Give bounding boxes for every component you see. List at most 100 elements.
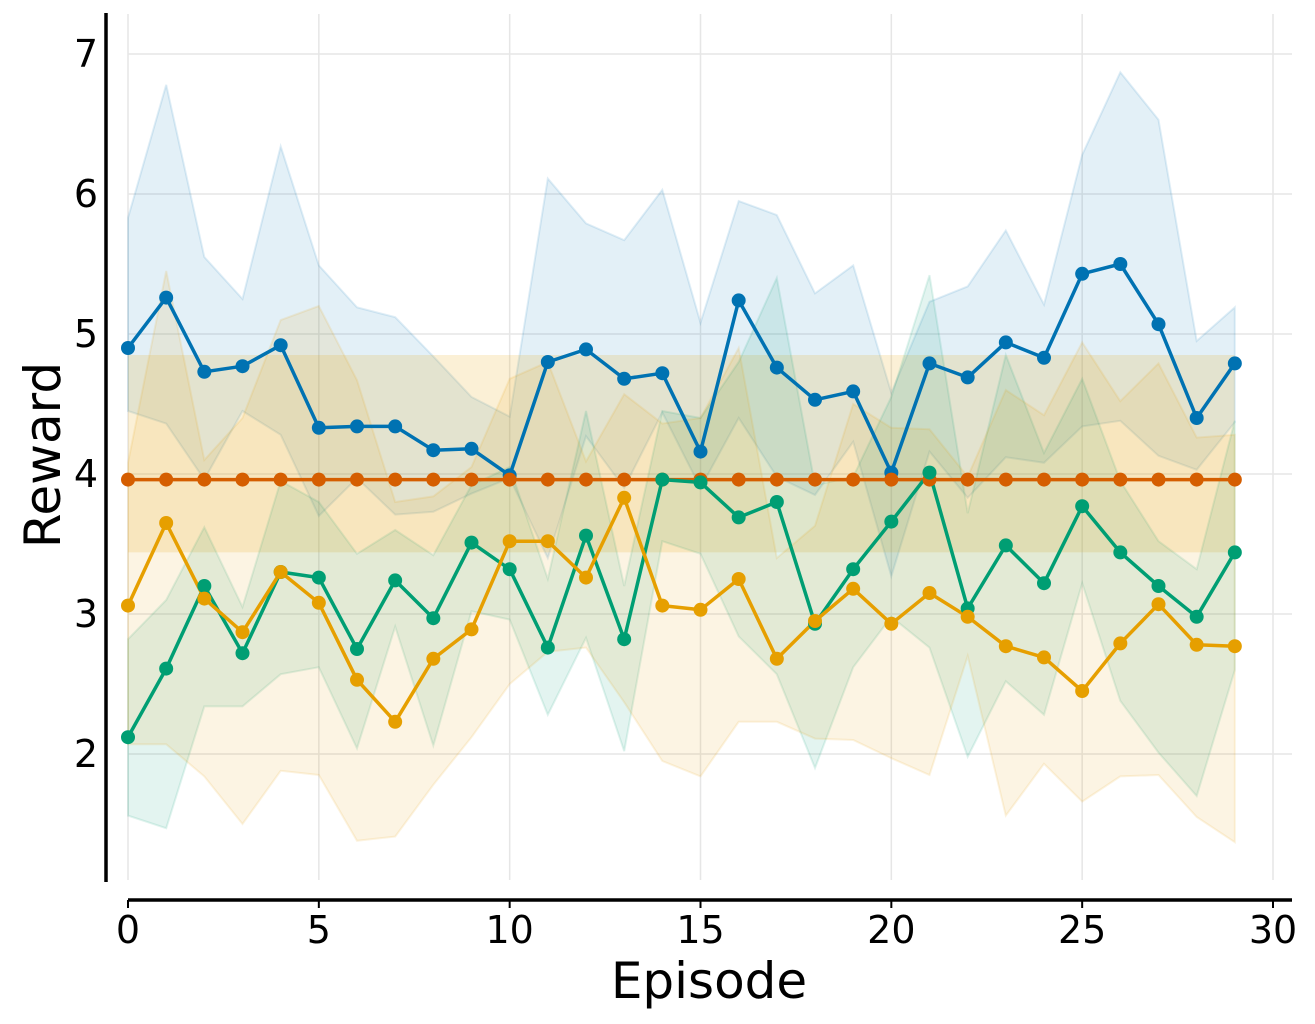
blue-point [1037, 350, 1051, 365]
blue-point [159, 290, 174, 305]
vermilion-point [579, 472, 593, 487]
orange-point [388, 714, 403, 729]
vermilion-point [1113, 472, 1128, 487]
blue-point [922, 356, 937, 371]
vermilion-point [960, 472, 975, 487]
vermilion-point [121, 472, 135, 487]
x-tick-label: 15 [676, 908, 724, 952]
green-point [998, 538, 1013, 553]
vermilion-point [311, 472, 326, 487]
orange-point [655, 598, 670, 613]
orange-point [1189, 637, 1204, 652]
orange-point [1227, 639, 1242, 654]
green-point [1151, 579, 1166, 593]
orange-point [1075, 684, 1090, 698]
orange-point [1037, 650, 1051, 665]
green-point [464, 535, 479, 550]
x-axis-title: Episode [611, 952, 807, 1010]
y-axis-title: Reward [14, 362, 72, 548]
orange-line [126, 496, 1235, 724]
orange-point [846, 581, 861, 596]
orange-point [922, 586, 937, 600]
green-band [127, 274, 1236, 830]
orange-point [159, 516, 174, 530]
blue-line [126, 262, 1237, 478]
orange-point [731, 572, 746, 586]
green-point [121, 730, 135, 745]
orange-point [998, 639, 1013, 654]
blue-point [1227, 356, 1242, 371]
vermilion-point [426, 472, 441, 487]
orange-point [693, 602, 708, 617]
orange-point [884, 616, 899, 631]
green-point [884, 514, 899, 529]
green-point [1075, 499, 1090, 514]
orange-point [769, 651, 784, 666]
blue-point [464, 441, 479, 456]
y-tick-label: 7 [74, 32, 98, 76]
blue-point [808, 392, 822, 407]
y-tick-label: 6 [74, 172, 98, 216]
orange-point [273, 565, 288, 579]
vermilion-point [502, 472, 517, 487]
vermilion-point [1227, 472, 1242, 487]
orange-band [127, 270, 1236, 845]
y-tick-label: 2 [74, 732, 98, 776]
blue-point [1189, 411, 1204, 425]
confidence-bands [127, 70, 1236, 845]
orange-point [1151, 597, 1166, 612]
blue-point [617, 371, 632, 386]
orange-point [311, 595, 326, 610]
orange-point [426, 651, 441, 666]
green-point [350, 642, 364, 656]
blue-point [540, 355, 555, 369]
green-point [1227, 545, 1242, 560]
y-tick-label: 5 [74, 312, 98, 356]
orange-point [540, 534, 555, 549]
x-tick-label: 5 [307, 908, 331, 952]
green-point [502, 562, 517, 577]
green-point [426, 611, 441, 626]
green-point [388, 573, 403, 588]
blue-point [350, 419, 364, 434]
green-point [846, 562, 861, 577]
green-point [1189, 609, 1204, 624]
vermilion-point [1151, 472, 1166, 487]
vermilion-point [1189, 472, 1204, 487]
vermilion-point [235, 472, 250, 487]
orange-point [464, 622, 479, 637]
green-point [1037, 576, 1051, 591]
blue-point [655, 366, 670, 381]
y-tick-label: 3 [74, 592, 98, 636]
green-point [540, 640, 555, 655]
vermilion-point [350, 472, 364, 487]
green-point [1113, 545, 1128, 560]
vermilion-point [998, 472, 1013, 487]
blue-point [1151, 317, 1166, 332]
green-point [922, 465, 937, 480]
vermilion-band [128, 355, 1235, 553]
axes [104, 13, 1292, 908]
orange-point [502, 534, 517, 549]
vermilion-point [846, 472, 861, 487]
y-tick-label: 4 [74, 452, 98, 496]
blue-point [273, 338, 288, 353]
vermilion-point [1075, 472, 1090, 487]
green-point [769, 495, 784, 509]
blue-point [960, 370, 975, 385]
green-point [655, 472, 670, 487]
green-point [579, 528, 593, 543]
green-point [731, 510, 746, 525]
green-point [311, 570, 326, 585]
blue-point [693, 444, 708, 459]
vermilion-point [769, 472, 784, 487]
vermilion-point [731, 472, 746, 487]
blue-point [197, 364, 212, 379]
x-tick-labels: 0 5 10 15 20 25 30 [116, 908, 1297, 952]
vermilion-point [884, 472, 899, 487]
blue-band [127, 70, 1236, 580]
orange-point [579, 570, 593, 585]
vermilion-point [808, 472, 822, 487]
orange-point [197, 591, 212, 606]
blue-point [388, 419, 403, 434]
